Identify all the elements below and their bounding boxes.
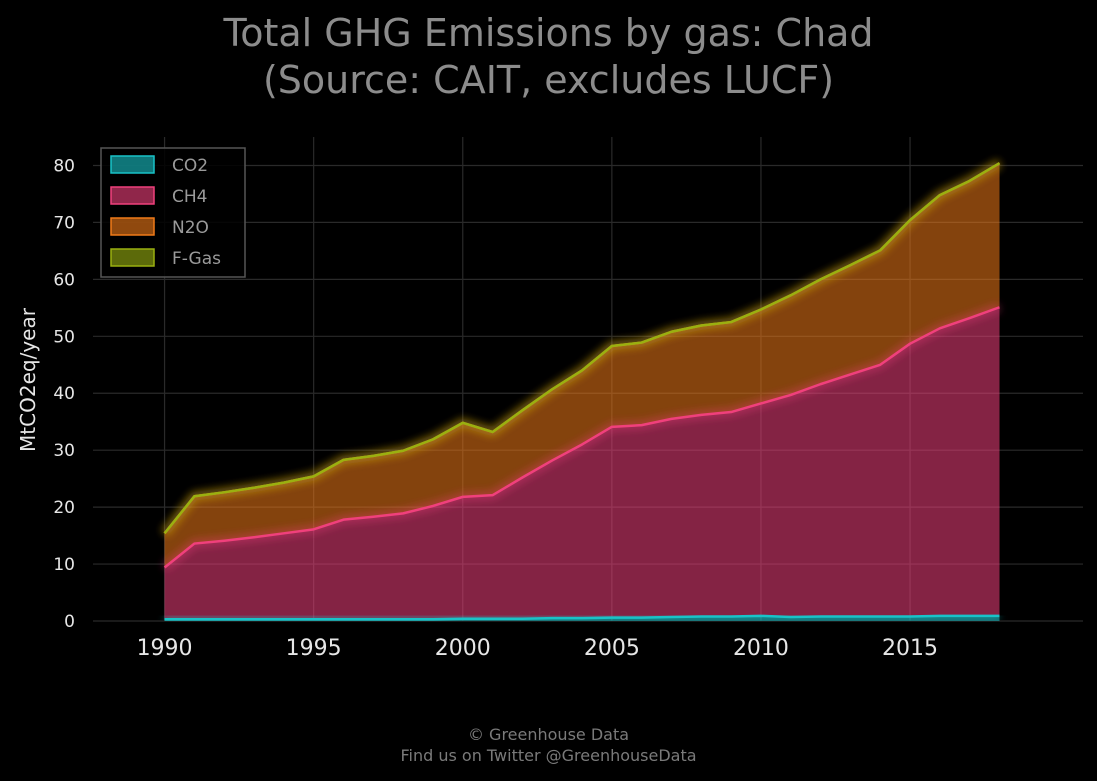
area-ch4 [164,307,1000,620]
y-tick-label-50: 50 [53,327,75,347]
legend-swatch-n2o [110,217,155,236]
y-tick-label-40: 40 [53,384,75,404]
legend-label-ch4: CH4 [172,187,207,207]
y-tick-label-80: 80 [53,156,75,176]
legend-swatch-f-gas [110,248,155,267]
legend-label-f-gas: F-Gas [172,249,221,269]
series-line-ch4 [163,306,1000,569]
stacked-areas [164,163,1000,621]
y-tick-label-0: 0 [64,612,75,632]
area-n2o [164,163,1000,568]
legend-label-n2o: N2O [172,218,209,238]
chart-title-line-1: Total GHG Emissions by gas: Chad [223,11,874,55]
legend-label-co2: CO2 [172,156,208,176]
x-tick-label-2010: 2010 [733,636,789,661]
y-tick-label-20: 20 [53,498,75,518]
y-tick-label-60: 60 [53,270,75,290]
series-line-co2 [164,614,1000,621]
y-tick-label-30: 30 [53,441,75,461]
footer-twitter: Find us on Twitter @GreenhouseData [400,746,697,765]
y-axis-ticks: 0 10 20 30 40 50 60 70 80 [53,156,75,632]
series-lines [161,159,1002,624]
legend-swatch-ch4 [110,186,155,205]
footer: © Greenhouse Data Find us on Twitter @Gr… [0,724,1097,766]
x-tick-label-1990: 1990 [137,636,193,661]
legend-swatch-co2 [110,155,155,174]
x-axis-ticks: 1990 1995 2000 2005 2010 2015 [137,636,938,661]
x-tick-label-2000: 2000 [435,636,491,661]
y-tick-label-70: 70 [53,213,75,233]
legend: CO2 CH4 N2O F-Gas [100,147,246,278]
x-tick-label-2015: 2015 [882,636,938,661]
footer-copyright: © Greenhouse Data [467,725,630,744]
y-tick-label-10: 10 [53,555,75,575]
series-line-f-gas [163,162,1001,535]
x-tick-label-1995: 1995 [286,636,342,661]
chart-title-line-2: (Source: CAIT, excludes LUCF) [262,58,835,102]
chart-title: Total GHG Emissions by gas: Chad (Source… [0,10,1097,104]
x-tick-label-2005: 2005 [584,636,640,661]
